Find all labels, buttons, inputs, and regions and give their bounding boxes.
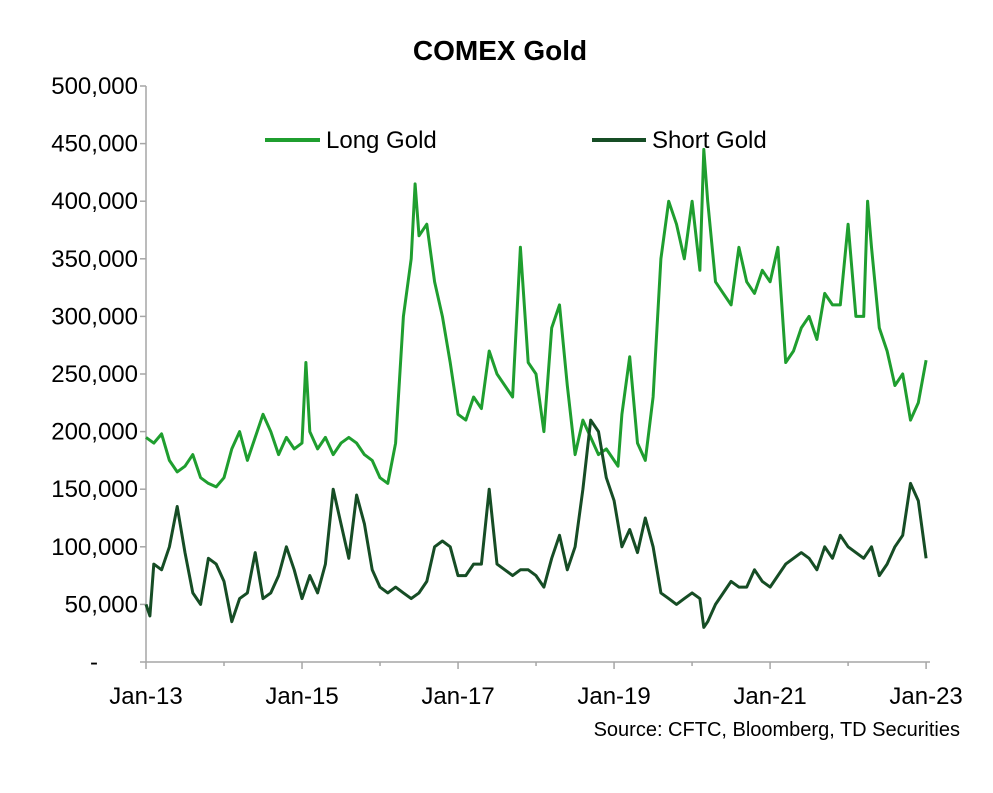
legend-label-short-gold: Short Gold <box>652 127 767 154</box>
series-lines <box>144 147 928 629</box>
series-line-short-gold <box>144 418 928 629</box>
y-tick-label: 400,000 <box>51 188 138 215</box>
source-note: Source: CFTC, Bloomberg, TD Securities <box>594 719 960 741</box>
x-tick-label: Jan-21 <box>733 683 806 710</box>
legend-label-long-gold: Long Gold <box>326 127 437 154</box>
y-tick-label: 100,000 <box>51 534 138 561</box>
y-tick-label: 350,000 <box>51 246 138 273</box>
series-line-long-gold <box>145 147 928 489</box>
x-axis-ticks: Jan-13 Jan-15 Jan-17 Jan-19 Jan-21 Jan-23 <box>109 662 963 710</box>
y-tick-label: 200,000 <box>51 419 138 446</box>
legend: Long Gold Short Gold <box>265 127 767 154</box>
y-tick-label: 500,000 <box>51 73 138 100</box>
x-tick-label: Jan-13 <box>109 683 182 710</box>
y-tick-label: - <box>90 649 98 676</box>
y-tick-label: 300,000 <box>51 303 138 330</box>
y-axis-ticks: - 50,000 100,000 150,000 200,000 250,000 300,0… <box>51 73 146 676</box>
y-tick-label: 450,000 <box>51 131 138 158</box>
x-tick-label: Jan-23 <box>889 683 962 710</box>
y-tick-label: 150,000 <box>51 476 138 503</box>
y-tick-label: 250,000 <box>51 361 138 388</box>
x-tick-label: Jan-17 <box>421 683 494 710</box>
chart-title: COMEX Gold <box>413 35 587 66</box>
y-tick-label: 50,000 <box>65 591 138 618</box>
x-tick-label: Jan-19 <box>577 683 650 710</box>
x-tick-label: Jan-15 <box>265 683 338 710</box>
